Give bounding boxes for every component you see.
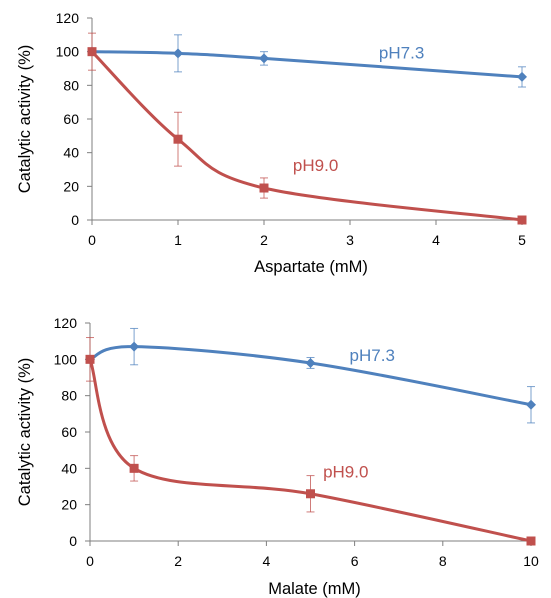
- chart-2: 0 20 40 60 80 100 120 0 2 4 6 8 10 Malate (mM) Catalyt…: [16, 315, 539, 598]
- data-point-diamond: [526, 399, 536, 410]
- y-axis-title: Catalytic activity (%): [16, 45, 34, 194]
- y-tick-label: 60: [61, 424, 77, 440]
- y-tick-label: 0: [69, 533, 77, 549]
- y-tick-label: 40: [63, 145, 79, 161]
- data-point-square: [259, 183, 269, 193]
- data-point-diamond: [259, 53, 269, 64]
- y-tick-label: 80: [61, 388, 77, 404]
- x-tick-label: 3: [346, 232, 354, 248]
- x-tick-label: 0: [88, 232, 96, 248]
- series-pH7.3: pH7.3: [85, 327, 536, 424]
- x-tick-label: 0: [86, 553, 94, 569]
- x-tick-label: 2: [260, 232, 268, 248]
- x-axis-title: Aspartate (mM): [254, 258, 368, 276]
- data-point-square: [517, 215, 527, 225]
- x-tick-label: 8: [439, 553, 447, 569]
- chart-1: 0 20 40 60 80 100 120 0 1 2 3 4 5 Aspartate (mM) Catal…: [16, 10, 527, 276]
- data-point-diamond: [517, 71, 527, 82]
- x-tick-label: 6: [351, 553, 359, 569]
- x-tick-label: 4: [432, 232, 440, 248]
- series-label: pH7.3: [350, 346, 395, 365]
- series-line: [90, 50, 523, 222]
- series-label: pH9.0: [293, 156, 338, 175]
- series-pH7.3: pH7.3: [87, 34, 527, 88]
- y-tick-label: 120: [56, 10, 80, 26]
- y-tick-label: 20: [61, 497, 77, 513]
- series-line: [91, 50, 523, 79]
- y-tick-label: 120: [54, 315, 78, 331]
- y-tick-label: 60: [63, 111, 79, 127]
- series-label: pH9.0: [323, 462, 368, 481]
- y-tick-label: 100: [54, 351, 78, 367]
- y-tick-label: 40: [61, 460, 77, 476]
- series-label: pH7.3: [379, 43, 424, 62]
- y-axis-title: Catalytic activity (%): [16, 358, 34, 507]
- y-tick-label: 100: [56, 44, 80, 60]
- data-point-diamond: [129, 341, 140, 352]
- y-tick-label: 0: [71, 212, 79, 228]
- x-axis-title: Malate (mM): [268, 580, 361, 598]
- data-point-diamond: [173, 48, 183, 59]
- series-line: [89, 345, 532, 407]
- data-point-diamond: [305, 357, 316, 368]
- series-pH9.0: pH9.0: [87, 32, 527, 225]
- x-tick-label: 2: [174, 553, 182, 569]
- data-point-square: [306, 489, 315, 499]
- series-line: [88, 358, 532, 543]
- data-point-square: [173, 134, 183, 144]
- x-tick-label: 5: [518, 232, 526, 248]
- x-tick-label: 4: [263, 553, 271, 569]
- data-point-square: [87, 47, 97, 57]
- data-point-square: [129, 463, 139, 473]
- series-pH9.0: pH9.0: [85, 337, 536, 546]
- data-point-square: [526, 536, 536, 546]
- y-tick-label: 80: [63, 77, 79, 93]
- x-tick-label: 1: [174, 232, 182, 248]
- y-tick-label: 20: [63, 178, 79, 194]
- data-point-square: [85, 354, 95, 364]
- x-tick-label: 10: [523, 553, 539, 569]
